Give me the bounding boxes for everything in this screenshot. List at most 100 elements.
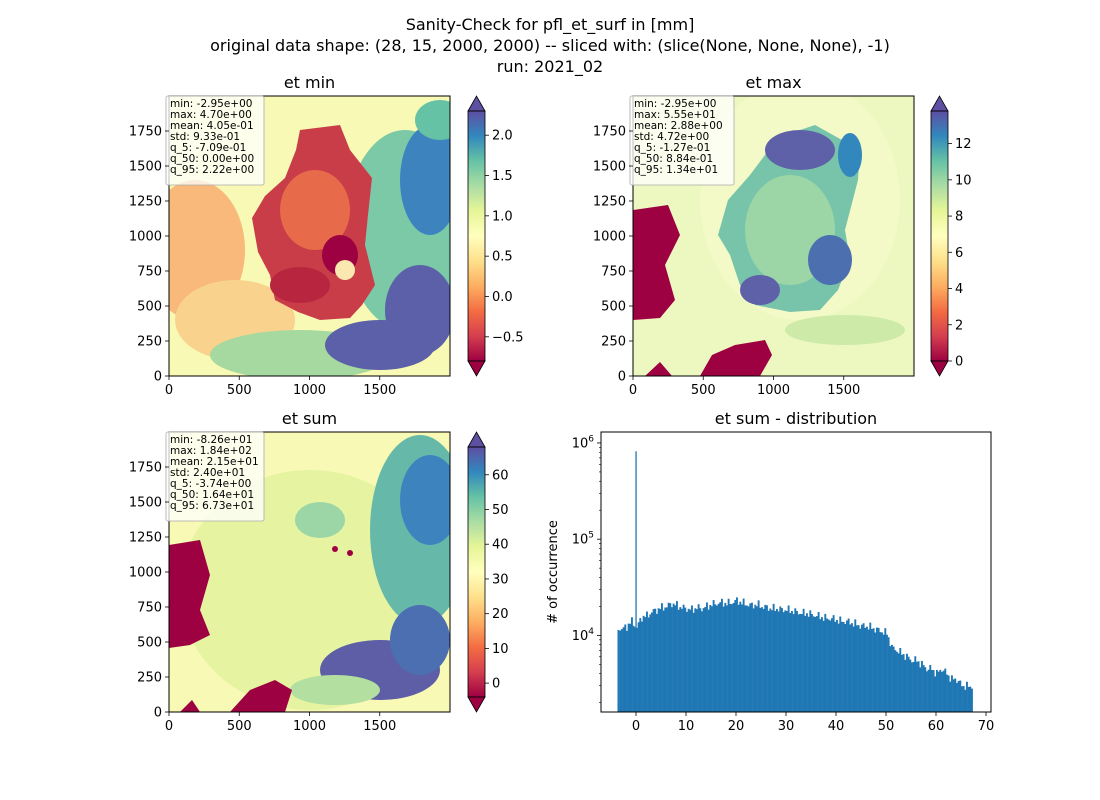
histogram-bar [969, 686, 972, 712]
histogram-bar [676, 601, 678, 712]
histogram-bar [896, 651, 898, 712]
x-tick-label: 500 [691, 383, 716, 398]
histogram-bar [914, 656, 917, 712]
histogram-bar [656, 613, 658, 712]
histogram-bar [812, 616, 815, 712]
stat-line: std: 9.33e-01 [170, 131, 240, 143]
colorbar-tick-label: 12 [955, 137, 972, 152]
histogram-bar [621, 629, 623, 712]
histogram-bar [696, 609, 698, 712]
stat-line: q_95: 6.73e+01 [170, 500, 254, 512]
histogram-bar [887, 637, 890, 712]
y-tick-label: 1250 [129, 531, 162, 546]
x-tick-label: 1000 [293, 383, 326, 398]
axes-ticks: 0 10 20 30 40 50 60 70 104 105 106 [572, 434, 995, 734]
histogram-bar [669, 603, 672, 712]
x-tick-label: 500 [227, 719, 252, 734]
histogram-bar [862, 623, 865, 712]
histogram-bar [781, 608, 783, 712]
y-tick-label: 1750 [129, 461, 162, 476]
stat-line: max: 1.84e+02 [170, 445, 252, 457]
histogram-bar [911, 662, 913, 712]
histogram-bar [704, 606, 707, 712]
histogram-bar [726, 605, 728, 712]
colorbar-gradient [931, 111, 948, 361]
suptitle-line-3: run: 2021_02 [497, 57, 603, 77]
histogram-bar [846, 620, 848, 712]
histogram-bar [959, 680, 962, 712]
panel-et-sum-distribution: et sum - distribution 0 10 20 30 40 50 60 70 104… [546, 409, 994, 734]
x-tick-label: 50 [878, 719, 895, 734]
histogram-bar [652, 609, 655, 712]
histogram-bar [624, 624, 627, 712]
histogram-bar [872, 628, 875, 712]
histogram-bar [711, 606, 713, 712]
histogram-bar [767, 610, 770, 712]
colorbar-extend-max [467, 431, 486, 448]
histogram-bar [861, 624, 863, 712]
histogram-bar [907, 656, 910, 712]
histogram-bar [856, 625, 858, 712]
colorbar: 0 2 4 6 8 10 12 [930, 95, 972, 377]
histogram-bar [699, 608, 702, 712]
histogram-bar [769, 608, 772, 712]
histogram-bar [847, 618, 850, 712]
histogram-bar [702, 608, 705, 712]
x-tick-label: 1000 [757, 383, 790, 398]
y-tick-label: 104 [572, 627, 595, 644]
suptitle-line-1: Sanity-Check for pfl_et_surf in [mm] [406, 15, 695, 35]
histogram-bar [916, 661, 918, 712]
histogram-bar [799, 613, 802, 712]
y-tick-label: 250 [137, 671, 162, 686]
histogram-bar [807, 616, 810, 712]
colorbar: −0.5 0.0 0.5 1.0 1.5 2.0 [467, 95, 524, 377]
colorbar-extend-max [467, 95, 486, 112]
histogram-bar [927, 669, 930, 712]
histogram-bar [641, 621, 643, 712]
stat-line: min: -2.95e+00 [634, 98, 716, 110]
histogram-bar [874, 632, 877, 712]
y-tick-label: 1000 [129, 566, 162, 581]
stat-line: q_5: -3.74e+00 [170, 478, 251, 490]
histogram-bar [806, 613, 808, 712]
histogram-bar [926, 671, 928, 712]
figure-suptitle: Sanity-Check for pfl_et_surf in [mm] ori… [210, 15, 890, 77]
histogram-bar [851, 623, 853, 712]
stat-line: min: -8.26e+01 [170, 434, 252, 446]
colorbar-tick-label: 20 [492, 607, 509, 622]
histogram-bar [762, 608, 765, 712]
histogram-bar [919, 667, 922, 712]
histogram-bar [691, 605, 693, 712]
histogram-bar [791, 610, 793, 712]
histogram-bar [947, 675, 950, 712]
histogram-bar [666, 607, 668, 712]
histogram-bar [922, 665, 925, 712]
histogram-bar [749, 603, 752, 712]
histogram-bar [784, 610, 787, 712]
histogram-bar [739, 601, 742, 712]
histogram-bar [654, 608, 657, 712]
histogram-bar [724, 602, 727, 712]
x-tick-label: 0 [629, 383, 637, 398]
histogram-bar [642, 615, 645, 712]
y-tick-label: 1250 [129, 195, 162, 210]
histogram-bar [857, 625, 860, 712]
colorbar-tick-label: 2.0 [492, 129, 513, 144]
histogram-bar [634, 627, 637, 712]
histogram-bar [732, 603, 735, 712]
x-tick-label: 0 [632, 719, 640, 734]
histogram-bar [892, 646, 895, 712]
colorbar-extend-min [930, 360, 949, 377]
x-tick-label: 1000 [293, 719, 326, 734]
y-tick-label: 106 [572, 434, 595, 451]
x-tick-label: 0 [165, 383, 173, 398]
histogram-bar [904, 659, 907, 712]
histogram-bar [747, 606, 750, 712]
histogram-bar [886, 634, 888, 712]
histogram-bar [929, 664, 932, 712]
panel-title: et sum - distribution [715, 409, 877, 428]
axes-ticks: 0 500 1000 1500 0 250 500 750 1000 1250 1500 1750 [129, 125, 396, 399]
histogram-bar [707, 609, 710, 712]
histogram-bar [909, 659, 912, 712]
histogram-bar [934, 676, 937, 712]
